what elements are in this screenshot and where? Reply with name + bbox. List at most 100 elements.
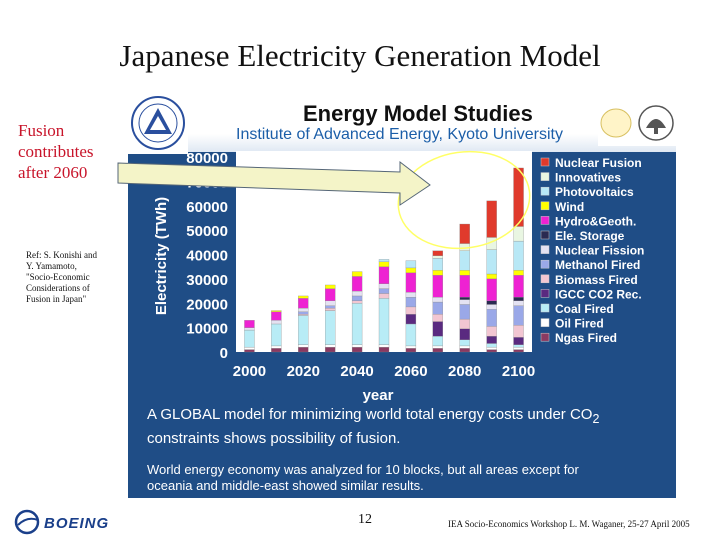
panel-heading: Energy Model Studies bbox=[303, 101, 533, 126]
bar-segment bbox=[459, 270, 470, 276]
bar-segment bbox=[432, 250, 443, 256]
bar-segment bbox=[513, 297, 524, 301]
bar-segment bbox=[459, 345, 470, 349]
bar-segment bbox=[244, 320, 255, 328]
legend-label: Nuclear Fission bbox=[555, 244, 644, 258]
bar-segment bbox=[378, 266, 390, 284]
bar-segment bbox=[432, 258, 443, 271]
bar-segment bbox=[405, 260, 417, 269]
legend-label: IGCC CO2 Rec. bbox=[555, 287, 642, 301]
bar-segment bbox=[513, 305, 524, 326]
bar-segment bbox=[486, 200, 497, 238]
legend-swatch bbox=[540, 201, 550, 211]
bar-segment bbox=[486, 304, 497, 310]
legend-label: Wind bbox=[555, 200, 584, 214]
bar-segment bbox=[325, 310, 336, 345]
bar-segment bbox=[298, 314, 309, 316]
bar-segment bbox=[298, 311, 309, 315]
pointer-arrow bbox=[117, 160, 431, 206]
bar-segment bbox=[459, 304, 470, 320]
legend-swatch bbox=[540, 274, 550, 284]
bar-segment bbox=[378, 283, 390, 289]
bar-segment bbox=[459, 299, 470, 305]
bar-segment bbox=[325, 344, 336, 348]
legend-swatch bbox=[540, 230, 550, 240]
bar-segment bbox=[244, 346, 255, 350]
y-tick-label: 60000 bbox=[186, 199, 228, 216]
bar-segment bbox=[405, 292, 417, 298]
reference-line: Y. Yamamoto, bbox=[26, 261, 77, 271]
bar-segment bbox=[486, 336, 497, 344]
x-tick-label: 2080 bbox=[448, 363, 481, 380]
bar-segment bbox=[513, 240, 524, 271]
panel-caption-secondary: World energy economy was analyzed for 10… bbox=[147, 462, 667, 494]
caption-subscript: 2 bbox=[592, 412, 600, 426]
caption2-line: World energy economy was analyzed for 10… bbox=[147, 462, 579, 477]
bar-segment bbox=[405, 314, 417, 325]
x-tick-label: 2060 bbox=[394, 363, 427, 380]
y-tick-label: 0 bbox=[220, 345, 228, 362]
panel-header bbox=[128, 92, 676, 152]
bar-segment bbox=[432, 336, 443, 347]
bar-segment bbox=[325, 284, 336, 289]
bar-segment bbox=[405, 306, 417, 315]
bar-segment bbox=[459, 250, 470, 271]
bar-segment bbox=[432, 301, 443, 315]
panel-caption: A GLOBAL model for minimizing world tota… bbox=[147, 405, 667, 449]
legend-box bbox=[534, 152, 676, 354]
reference-line: Ref: S. Konishi and bbox=[26, 250, 97, 260]
reference-line: "Socio-Economic bbox=[26, 272, 90, 282]
bar-segment bbox=[271, 310, 282, 312]
legend-swatch bbox=[540, 259, 550, 269]
legend-label: Biomass Fired bbox=[555, 273, 638, 287]
bar-segment bbox=[271, 323, 282, 347]
bar-segment bbox=[432, 321, 443, 337]
bar-segment bbox=[298, 344, 309, 348]
reference-line: Considerations of bbox=[26, 283, 90, 293]
bar-segment bbox=[271, 320, 282, 325]
legend-label: Methanol Fired bbox=[555, 258, 640, 272]
bar-segment bbox=[351, 346, 363, 353]
kyoto-university-emblem-icon bbox=[598, 100, 676, 146]
boeing-logo-icon: BOEING bbox=[14, 509, 108, 535]
caption-text: A GLOBAL model for minimizing world tota… bbox=[147, 406, 593, 423]
bar-segment bbox=[405, 348, 417, 353]
y-tick-label: 50000 bbox=[186, 223, 228, 240]
legend-label: Ele. Storage bbox=[555, 229, 625, 243]
bar-segment bbox=[486, 326, 497, 337]
bar-segment bbox=[325, 305, 336, 309]
reference-line: Fusion in Japan" bbox=[26, 294, 87, 304]
y-tick-label: 80000 bbox=[186, 150, 228, 167]
x-tick-label: 2040 bbox=[340, 363, 373, 380]
bar-segment bbox=[513, 275, 524, 298]
legend-label: Nuclear Fusion bbox=[555, 156, 642, 170]
legend-swatch bbox=[540, 172, 550, 181]
legend-label: Innovatives bbox=[555, 171, 621, 185]
fusion-note-line: after 2060 bbox=[18, 163, 88, 182]
bar-segment bbox=[351, 303, 363, 345]
bar-segment bbox=[432, 297, 443, 303]
bar-segment bbox=[378, 259, 390, 262]
bar-segment bbox=[513, 226, 524, 242]
bar-segment bbox=[378, 293, 390, 299]
bar-segment bbox=[378, 261, 390, 267]
bar-segment bbox=[486, 349, 497, 353]
highlight-ellipse bbox=[397, 150, 531, 250]
legend-label: Hydro&Geoth. bbox=[555, 214, 636, 228]
x-tick-label: 2000 bbox=[233, 363, 266, 380]
bar-segment bbox=[432, 270, 443, 276]
bar-segment bbox=[325, 307, 336, 311]
bar-segment bbox=[513, 344, 524, 348]
bar-segment bbox=[486, 309, 497, 327]
y-axis-title: Electricity (TWh) bbox=[153, 197, 170, 315]
bar-segment bbox=[378, 346, 390, 353]
bar-segment bbox=[513, 346, 524, 350]
caption-text: constraints shows possibility of fusion. bbox=[147, 430, 401, 447]
bar-segment bbox=[351, 290, 363, 297]
legend-swatch bbox=[540, 303, 550, 313]
bar-segment bbox=[351, 271, 363, 277]
x-tick-label: 2020 bbox=[287, 363, 320, 380]
bar-segment bbox=[405, 297, 417, 308]
bar-segment bbox=[325, 300, 336, 306]
